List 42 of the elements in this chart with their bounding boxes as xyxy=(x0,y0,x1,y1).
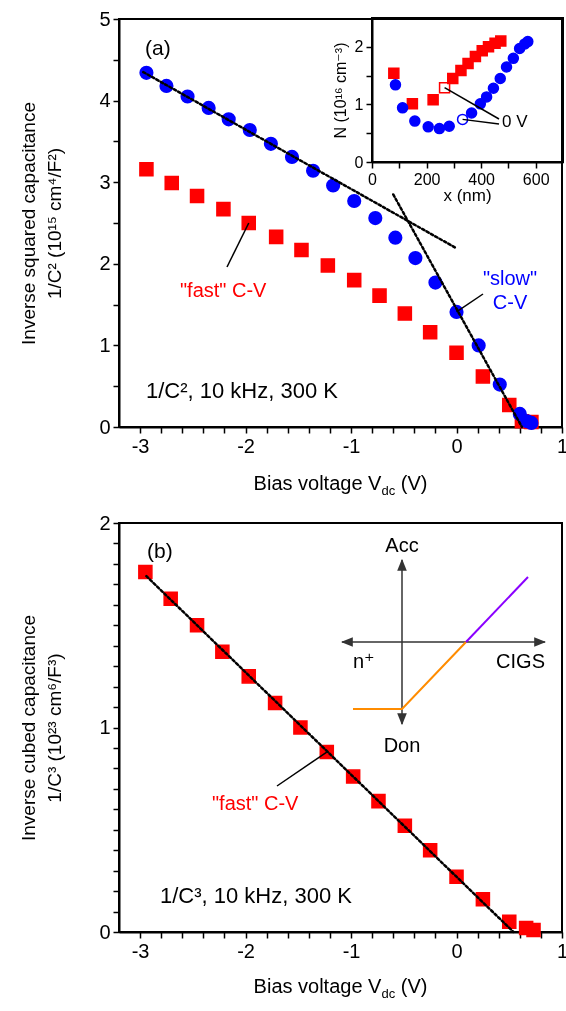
x-tick-label: 600 xyxy=(522,170,550,188)
y-tick-label: 1 xyxy=(99,333,111,356)
x-axis-title: x (nm) xyxy=(442,186,493,206)
y-tick-label: 3 xyxy=(99,170,111,193)
y-tick-label: 1 xyxy=(99,716,111,738)
annotation: n⁺ xyxy=(353,650,375,672)
series-label: "slow" C-V xyxy=(482,267,538,313)
annotation: Acc xyxy=(385,534,419,556)
x-axis-title: Bias voltage V$_{dc}$ (V) xyxy=(252,472,429,498)
y-tick-label: 0 xyxy=(99,920,111,943)
y-tick-label: 2 xyxy=(99,252,111,275)
y-tick-label: 4 xyxy=(99,89,111,112)
series-label: "fast" C-V xyxy=(212,792,300,814)
y-tick-label: 5 xyxy=(99,7,111,30)
annotation: 0 V xyxy=(502,112,529,131)
y-axis-title: Inverse cubed capacitance 1/C³ (10²³ cm⁶/F³) xyxy=(18,614,66,842)
y-tick-label: 2 xyxy=(99,511,111,534)
x-tick-label: -2 xyxy=(237,434,255,457)
x-tick-label: -2 xyxy=(237,939,255,962)
series-label: "fast" C-V xyxy=(180,279,268,301)
annotation: (b) xyxy=(147,539,173,562)
x-tick-label: -1 xyxy=(342,434,361,457)
y-tick-label: 2 xyxy=(354,38,364,56)
x-axis-title: Bias voltage V$_{dc}$ (V) xyxy=(252,975,429,1001)
x-tick-label: 0 xyxy=(368,170,378,188)
x-tick-label: 0 xyxy=(451,939,463,962)
y-tick-label: 1 xyxy=(354,95,364,113)
x-tick-label: -3 xyxy=(131,434,150,457)
y-axis-title: N (10¹⁶ cm⁻³) xyxy=(331,42,349,139)
annotation: (a) xyxy=(145,36,171,59)
x-tick-label: 400 xyxy=(468,170,496,188)
annotation: 1/C², 10 kHz, 300 K xyxy=(146,378,339,403)
x-tick-label: 200 xyxy=(413,170,441,188)
y-tick-label: 0 xyxy=(99,415,111,438)
x-tick-label: 0 xyxy=(451,434,463,457)
y-axis-title: Inverse squared capacitance 1/C² (10¹⁵ cm⁴/F²) xyxy=(18,102,66,345)
annotation: 1/C³, 10 kHz, 300 K xyxy=(160,883,353,908)
annotation: CIGS xyxy=(496,650,545,672)
x-tick-label: -3 xyxy=(131,939,150,962)
y-tick-label: 0 xyxy=(354,153,364,171)
x-tick-label: -1 xyxy=(342,939,361,962)
annotation: Don xyxy=(383,734,421,756)
